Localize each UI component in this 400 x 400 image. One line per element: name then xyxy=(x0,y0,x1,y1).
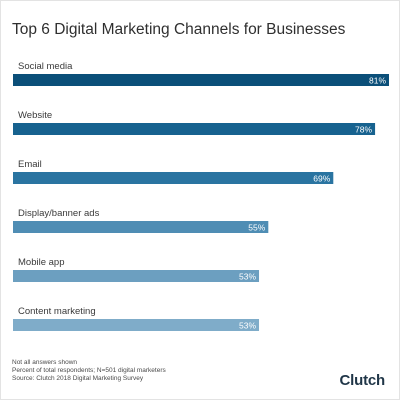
category-label-mobile-app: Mobile app xyxy=(18,257,64,268)
value-label-social-media: 81% xyxy=(369,76,386,86)
bar-email xyxy=(13,172,334,184)
bar-mobile-app xyxy=(13,270,260,282)
bar-content-marketing xyxy=(13,319,260,331)
footnote-not-all-answers: Not all answers shown xyxy=(12,359,78,366)
value-label-content-marketing: 53% xyxy=(239,321,256,331)
chart-title: Top 6 Digital Marketing Channels for Bus… xyxy=(12,21,346,38)
category-label-content-marketing: Content marketing xyxy=(18,306,96,317)
value-label-email: 69% xyxy=(313,174,330,184)
bar-social-media xyxy=(13,74,389,86)
category-label-social-media: Social media xyxy=(18,61,73,72)
value-label-website: 78% xyxy=(355,125,372,135)
bar-website xyxy=(13,123,376,135)
value-label-mobile-app: 53% xyxy=(239,272,256,282)
footnote-source: Source: Clutch 2018 Digital Marketing Su… xyxy=(12,375,144,382)
category-label-email: Email xyxy=(18,159,42,170)
category-label-display-banner-ads: Display/banner ads xyxy=(18,208,100,219)
clutch-logo: Clutch xyxy=(339,372,386,389)
category-label-website: Website xyxy=(18,110,52,121)
footnote-respondents: Percent of total respondents; N=501 digi… xyxy=(12,367,166,374)
bar-display-banner-ads xyxy=(13,221,269,233)
value-label-display-banner-ads: 55% xyxy=(248,223,265,233)
